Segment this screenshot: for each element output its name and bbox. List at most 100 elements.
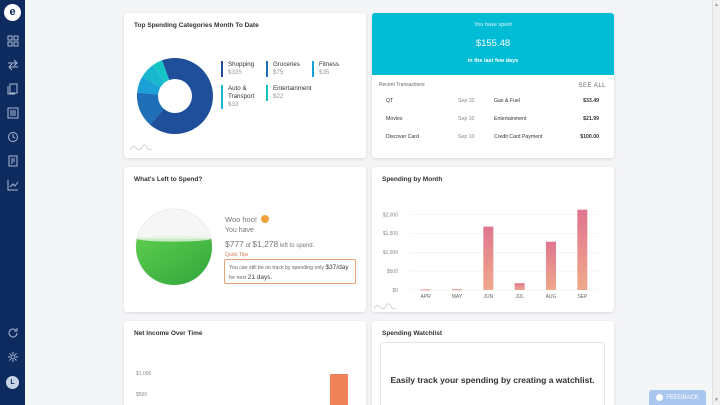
tx-amount: $21.99 bbox=[583, 116, 599, 122]
remaining-amount: $777 bbox=[225, 239, 244, 249]
tx-date: Sep 10 bbox=[458, 134, 475, 140]
feedback-button[interactable]: FEEDBACK bbox=[649, 390, 706, 405]
spent-period: in the last few days bbox=[467, 58, 519, 64]
budget-icon[interactable] bbox=[6, 106, 19, 119]
x-tick-label: AUG bbox=[546, 294, 557, 300]
scroll-down-arrow[interactable]: ▼ bbox=[714, 397, 719, 403]
spent-amount: $155.48 bbox=[475, 38, 511, 49]
woo-hoo-text: Woo hoo! bbox=[225, 215, 270, 224]
spending-by-month-chart: $0 $500 $1,000 $1,500 $2,000 APR MAY JUN JUL AUG… bbox=[383, 209, 598, 300]
quick-tips-label: Quick Tips bbox=[225, 252, 249, 258]
see-all-link[interactable]: SEE ALL bbox=[578, 83, 606, 89]
refresh-icon[interactable] bbox=[6, 326, 19, 339]
budget-amount: $1,278 bbox=[252, 239, 279, 249]
feedback-icon bbox=[656, 394, 664, 401]
legend-groceries[interactable]: Groceries $75 bbox=[266, 61, 300, 77]
transfer-icon[interactable] bbox=[6, 58, 19, 71]
x-tick-label: JUL bbox=[515, 294, 524, 300]
bar-may[interactable] bbox=[452, 289, 462, 291]
of-label: of bbox=[245, 243, 251, 249]
sidebar: e L bbox=[0, 0, 25, 405]
left-to-spend-card: What's Left to Spend? Woo hoo! You have … bbox=[124, 167, 366, 312]
net-income-card: Net Income Over Time $1,000 $500 bbox=[124, 321, 366, 405]
legend-auto-transport[interactable]: Auto & Transport $33 bbox=[221, 85, 254, 109]
tx-merchant: QT bbox=[386, 98, 394, 104]
legend-amount: $33 bbox=[228, 101, 239, 108]
legend-label: Groceries bbox=[273, 61, 300, 68]
bar-apr[interactable] bbox=[420, 289, 431, 291]
report-icon[interactable] bbox=[6, 154, 19, 167]
x-tick-label: SEP bbox=[577, 294, 588, 300]
bar-aug[interactable] bbox=[546, 241, 556, 290]
watchlist-card: Spending Watchlist Easily track your spe… bbox=[372, 321, 614, 405]
legend-label: Fitness bbox=[319, 61, 339, 68]
tx-merchant: Discover Card bbox=[386, 134, 419, 140]
bar-sep[interactable] bbox=[577, 209, 588, 290]
top-spending-card: Top Spending Categories Month To Date Sh… bbox=[124, 13, 366, 158]
x-tick-label: APR bbox=[421, 294, 432, 300]
transaction-row[interactable]: Movies Sep 10 Entertainment $21.99 bbox=[372, 111, 614, 129]
tx-category: Entertainment bbox=[494, 116, 527, 122]
bar-jul[interactable] bbox=[514, 283, 525, 290]
net-income-ytick: $1,000 bbox=[136, 371, 152, 377]
transaction-row[interactable]: QT Sep 10 Gas & Fuel $33.49 bbox=[372, 93, 614, 111]
history-icon[interactable] bbox=[6, 130, 19, 143]
spending-by-month-card: Spending by Month $0 $500 $1,000 $1,500 $2,0… bbox=[372, 167, 614, 312]
legend-entertainment[interactable]: Entertainment $22 bbox=[266, 85, 312, 101]
settings-icon[interactable] bbox=[6, 350, 19, 363]
legend-fitness[interactable]: Fitness $35 bbox=[312, 61, 339, 77]
tx-date: Sep 10 bbox=[458, 98, 475, 104]
spending-by-month-title: Spending by Month bbox=[382, 176, 443, 183]
legend-label-line2: Transport bbox=[228, 93, 255, 100]
legend-amount: $335 bbox=[228, 69, 242, 76]
bar-jun[interactable] bbox=[483, 226, 494, 290]
tip-for-next: for next bbox=[229, 275, 247, 281]
legend-shopping[interactable]: Shopping $335 bbox=[221, 61, 254, 77]
watchlist-empty-box[interactable]: Easily track your spending by creating a… bbox=[380, 342, 605, 405]
card-watermark-sparkline bbox=[374, 303, 396, 310]
budget-gauge bbox=[135, 208, 213, 286]
page-scrollbar[interactable]: ▲ ▼ bbox=[712, 0, 720, 405]
feedback-label: FEEDBACK bbox=[666, 394, 699, 401]
you-have-label: You have bbox=[225, 227, 254, 234]
logo-letter: e bbox=[9, 6, 16, 18]
card-watermark-sparkline bbox=[130, 144, 152, 151]
spent-label: You have spent bbox=[474, 22, 512, 28]
quick-tip-box: You can still be on track by spending on… bbox=[224, 259, 356, 284]
y-tick-label: $500 bbox=[387, 269, 398, 275]
documents-icon[interactable] bbox=[6, 82, 19, 95]
x-tick-label: MAY bbox=[452, 294, 463, 300]
tx-merchant: Movies bbox=[386, 116, 403, 122]
x-tick-label: JUN bbox=[483, 294, 493, 300]
net-income-ytick: $500 bbox=[136, 392, 148, 398]
spent-banner: You have spent $155.48 in the last few d… bbox=[372, 13, 614, 75]
legend-amount: $35 bbox=[319, 69, 330, 76]
legend-label: Shopping bbox=[228, 61, 255, 68]
spending-donut-chart[interactable] bbox=[136, 57, 214, 135]
watchlist-message: Easily track your spending by creating a… bbox=[390, 375, 595, 385]
legend-label: Auto & bbox=[228, 85, 247, 92]
net-income-title: Net Income Over Time bbox=[134, 330, 203, 337]
tip-amount: $37/day bbox=[325, 264, 349, 271]
user-avatar[interactable]: L bbox=[6, 376, 19, 389]
y-tick-label: $1,000 bbox=[383, 250, 399, 256]
scroll-up-arrow[interactable]: ▲ bbox=[714, 2, 719, 8]
tip-prefix: You can still be on track by spending on… bbox=[229, 265, 324, 271]
left-text: left to spend. bbox=[279, 243, 315, 249]
dashboard-icon[interactable] bbox=[6, 34, 19, 47]
transaction-row[interactable]: Discover Card Sep 10 Credit Card Payment… bbox=[372, 129, 614, 147]
app-logo[interactable]: e bbox=[4, 4, 21, 21]
tx-amount: $33.49 bbox=[583, 98, 599, 104]
watchlist-title: Spending Watchlist bbox=[382, 330, 443, 337]
emoji-face-icon bbox=[261, 215, 270, 223]
tip-days: 21 days. bbox=[247, 274, 273, 281]
y-tick-label: $1,500 bbox=[383, 231, 399, 237]
top-spending-title: Top Spending Categories Month To Date bbox=[134, 22, 259, 29]
user-initial: L bbox=[10, 379, 15, 386]
remaining-summary: $777 of $1,278 left to spend. bbox=[225, 239, 314, 249]
y-tick-label: $2,000 bbox=[383, 212, 399, 218]
net-income-bar[interactable] bbox=[330, 374, 348, 405]
trend-icon[interactable] bbox=[6, 178, 19, 191]
tx-date: Sep 10 bbox=[458, 116, 475, 122]
woo-hoo-label: Woo hoo! bbox=[225, 215, 257, 224]
